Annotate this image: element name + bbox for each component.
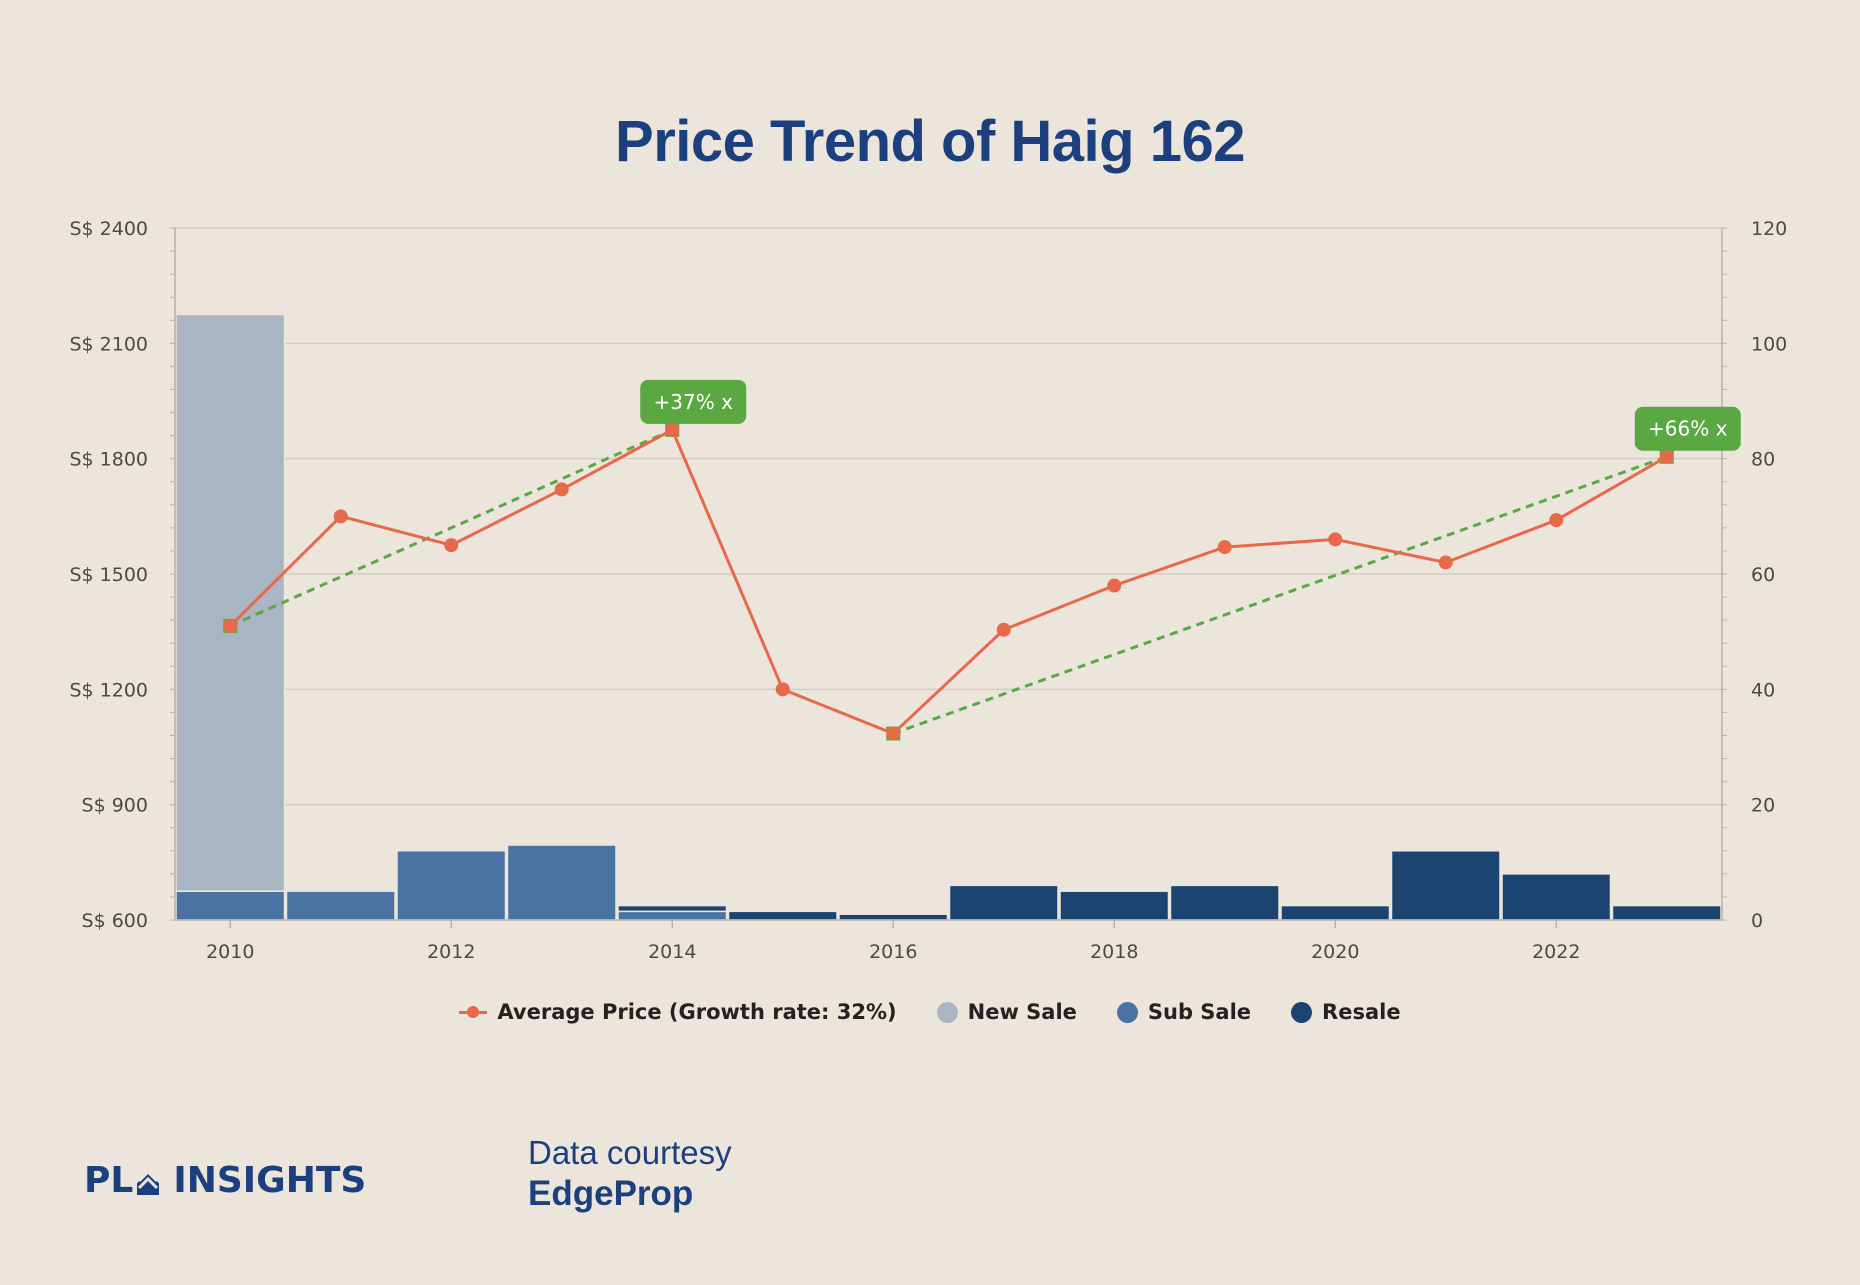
- y-left-tick-label: S$ 1200: [69, 679, 148, 701]
- legend-label-resale: Resale: [1322, 1000, 1401, 1024]
- legend-label-average-price: Average Price (Growth rate: 32%): [497, 1000, 897, 1024]
- y-right-tick-label: 60: [1751, 564, 1775, 586]
- x-tick-label: 2014: [648, 941, 696, 963]
- chart-title: Price Trend of Haig 162: [615, 109, 1245, 174]
- y-left-tick-label: S$ 600: [82, 910, 148, 932]
- average-price-point: [775, 682, 790, 697]
- y-left-tick-label: S$ 1500: [69, 564, 148, 586]
- x-tick-label: 2020: [1311, 941, 1359, 963]
- y-right-tick-label: 0: [1751, 910, 1763, 932]
- legend-item-new-sale[interactable]: New Sale: [936, 1000, 1077, 1024]
- growth-badge: [1634, 406, 1741, 451]
- average-price-point: [333, 509, 348, 524]
- bar-resale: [1611, 904, 1722, 921]
- y-right-tick-label: 100: [1751, 333, 1787, 355]
- bar-resale: [1280, 904, 1391, 921]
- growth-badge-label: +66% x: [1648, 417, 1728, 441]
- bar-resale: [1059, 890, 1170, 921]
- average-price-point: [223, 618, 238, 633]
- average-price-point: [1328, 532, 1343, 547]
- credit-label: Data courtesy: [528, 1134, 732, 1171]
- x-tick-label: 2018: [1090, 941, 1138, 963]
- legend-line-marker: [459, 1002, 488, 1022]
- legend-item-average-price[interactable]: Average Price (Growth rate: 32%): [459, 1000, 897, 1024]
- bars-layer: [175, 313, 1722, 921]
- trend-line: [892, 455, 1668, 735]
- bar-resale: [948, 884, 1059, 921]
- average-price-point: [996, 622, 1011, 637]
- roof-logo-icon: [137, 1169, 160, 1195]
- legend-label-new-sale: New Sale: [967, 1000, 1077, 1024]
- average-price-point: [1438, 555, 1453, 570]
- bar-resale: [617, 904, 728, 913]
- brand-left-text: PL: [84, 1160, 134, 1201]
- axes-layer: S$ 600 0 S$ 900 20 S$ 1200 40 S$ 1500 60 S$ 1800…: [69, 218, 1787, 963]
- grid-layer: [175, 227, 1722, 921]
- average-price-line: [229, 427, 1668, 736]
- bar-sub-sale: [285, 890, 396, 921]
- brand-right-text: INSIGHTS: [173, 1160, 367, 1201]
- growth-badge-label: +37% x: [654, 390, 734, 414]
- y-left-tick-label: S$ 1800: [69, 449, 148, 471]
- average-price-point: [554, 482, 569, 497]
- legend-dot-resale: [1291, 1001, 1313, 1023]
- bar-resale: [1390, 850, 1501, 921]
- line-layer: [223, 422, 1674, 741]
- y-right-tick-label: 40: [1751, 679, 1775, 701]
- y-right-tick-label: 80: [1751, 449, 1775, 471]
- bar-sub-sale: [175, 890, 286, 921]
- growth-badge: [640, 379, 747, 424]
- legend-item-sub-sale[interactable]: Sub Sale: [1116, 1000, 1252, 1024]
- trend-layer: [223, 422, 1674, 741]
- y-right-tick-label: 20: [1751, 795, 1775, 817]
- average-price-point: [1659, 449, 1674, 464]
- average-price-point: [444, 538, 459, 553]
- bar-sub-sale: [617, 910, 728, 921]
- annotation-layer: +37% x +66% x: [640, 379, 1741, 451]
- brand-logo: PL INSIGHTS: [84, 1160, 366, 1201]
- y-left-tick-label: S$ 2400: [69, 218, 148, 240]
- x-tick-label: 2012: [427, 941, 475, 963]
- bar-resale: [838, 913, 949, 921]
- x-tick-label: 2022: [1532, 941, 1580, 963]
- bar-resale: [1169, 884, 1280, 921]
- average-price-point: [1217, 540, 1232, 555]
- legend-label-sub-sale: Sub Sale: [1147, 1000, 1252, 1024]
- average-price-point: [886, 726, 901, 741]
- bar-sub-sale: [396, 850, 507, 921]
- average-price-point: [665, 422, 680, 437]
- legend-dot-new-sale: [936, 1001, 958, 1023]
- x-tick-label: 2010: [206, 941, 254, 963]
- y-left-tick-label: S$ 900: [82, 795, 148, 817]
- bar-resale: [1501, 873, 1612, 921]
- average-price-point: [1549, 513, 1564, 528]
- credit-source: EdgeProp: [528, 1174, 694, 1213]
- bar-sub-sale: [506, 844, 617, 921]
- bar-new-sale: [175, 313, 286, 892]
- y-right-tick-label: 120: [1751, 218, 1787, 240]
- legend: Average Price (Growth rate: 32%) New Sal…: [0, 1000, 1860, 1024]
- average-price-point: [1107, 578, 1122, 593]
- trend-line: [229, 428, 673, 628]
- legend-item-resale[interactable]: Resale: [1291, 1000, 1401, 1024]
- x-tick-label: 2016: [869, 941, 917, 963]
- legend-dot-sub-sale: [1116, 1001, 1138, 1023]
- bar-resale: [727, 910, 838, 921]
- y-left-tick-label: S$ 2100: [69, 333, 148, 355]
- data-credit: Data courtesy EdgeProp: [528, 1134, 732, 1214]
